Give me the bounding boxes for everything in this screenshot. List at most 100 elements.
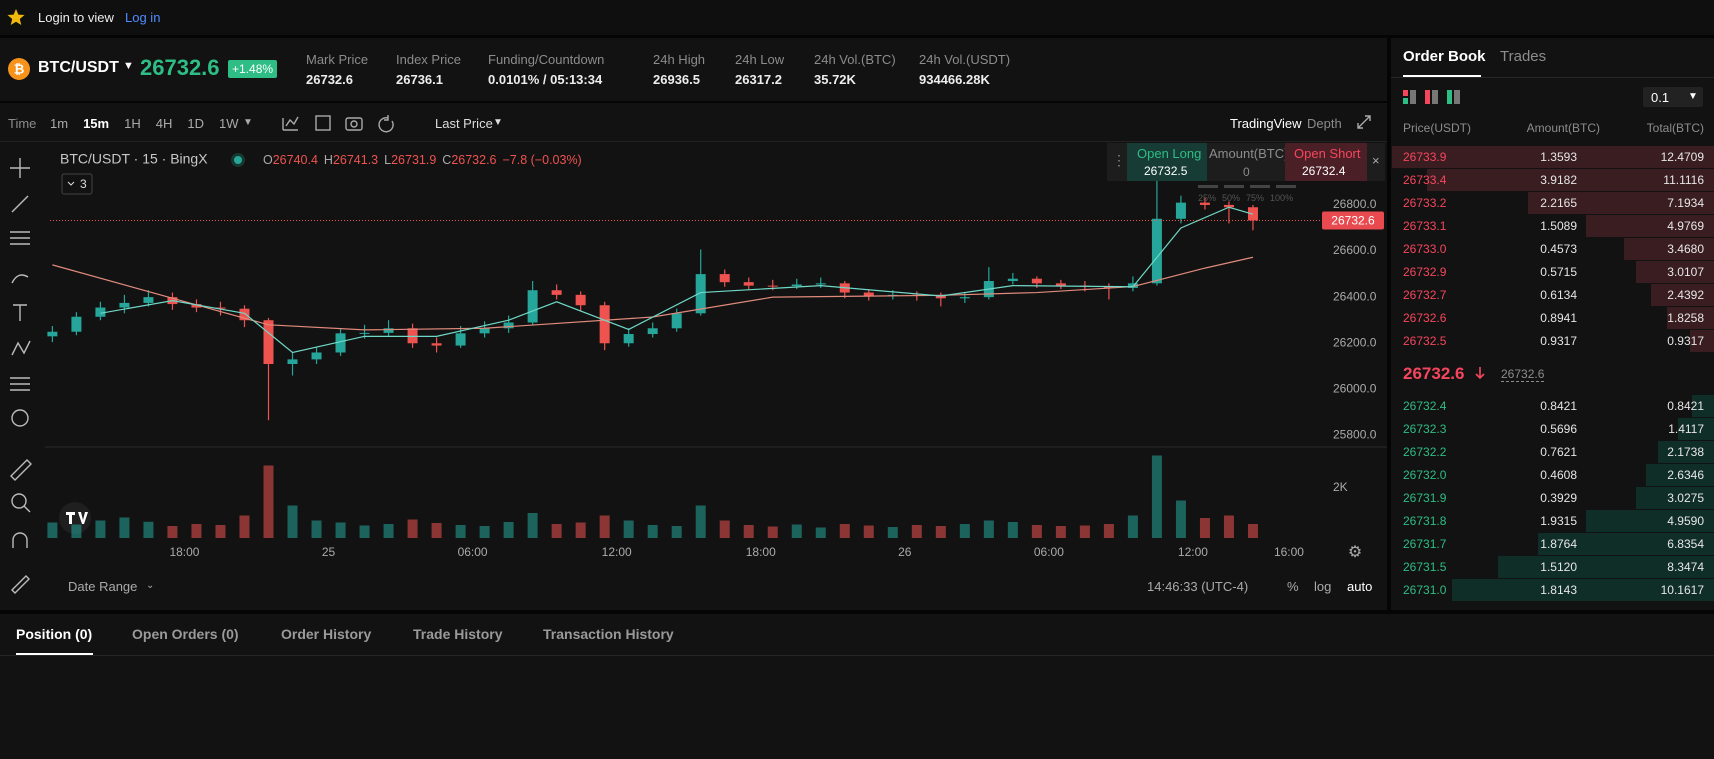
down-arrow — [1475, 367, 1485, 380]
volume-bar — [143, 521, 154, 538]
order-book-tab[interactable]: Order Book — [1403, 48, 1486, 65]
indicator-toggle[interactable] — [61, 173, 93, 195]
volume-bar — [479, 526, 490, 538]
book-price[interactable]: 26731.7 — [1403, 537, 1447, 551]
depth-bar — [1451, 579, 1714, 601]
volume-bar — [671, 526, 682, 538]
tab[interactable]: Position (0) — [16, 626, 93, 642]
book-price[interactable]: 26731.9 — [1403, 491, 1447, 505]
tab-divider — [1391, 77, 1714, 78]
precision-value[interactable]: 0.1 — [1651, 90, 1670, 105]
volume-bar — [911, 525, 922, 538]
indicator-count[interactable]: 3 — [80, 177, 87, 191]
volume-bar — [1223, 515, 1234, 538]
volume-bar — [839, 524, 850, 538]
book-price[interactable]: 26732.2 — [1403, 445, 1447, 459]
volume-bar — [935, 526, 946, 538]
pair[interactable]: BTC/USDT — [38, 59, 119, 76]
book-price[interactable]: 26731.0 — [1403, 583, 1447, 597]
book-price[interactable]: 26732.6 — [1403, 311, 1447, 325]
book-amount: 1.8143 — [1540, 583, 1577, 597]
candle-body — [1223, 204, 1234, 208]
interval[interactable]: 4H — [155, 116, 173, 131]
scale-log[interactable]: log — [1314, 579, 1332, 594]
volume-bar — [647, 525, 658, 538]
volume-bar — [1151, 455, 1162, 538]
candle-body — [551, 290, 562, 295]
interval[interactable]: 1D — [187, 116, 204, 131]
open-long[interactable] — [1127, 143, 1207, 181]
interval[interactable]: 1W — [218, 116, 239, 131]
volume-bar — [815, 527, 826, 538]
percent[interactable]: 75% — [1246, 193, 1265, 203]
book-price[interactable]: 26731.5 — [1403, 560, 1447, 574]
candle-body — [527, 290, 538, 323]
open-long-price[interactable]: 26732.5 — [1144, 164, 1188, 178]
stat-value: 26936.5 — [653, 72, 700, 87]
candle-body — [263, 320, 274, 365]
price-type-caret[interactable]: ▼ — [493, 117, 503, 128]
legend-value: 26731.9 — [391, 153, 436, 167]
candle-body — [1151, 218, 1162, 284]
col-total: Total(BTC) — [1646, 121, 1704, 135]
interval-more[interactable]: ▼ — [243, 117, 253, 128]
interval[interactable]: 1m — [50, 116, 69, 131]
tab-underline — [1403, 75, 1481, 77]
book-price[interactable]: 26732.7 — [1403, 288, 1447, 302]
candle-body — [215, 307, 226, 309]
settings-icon[interactable]: ⚙ — [1348, 544, 1362, 561]
expand-icon[interactable] — [1356, 114, 1372, 130]
candle-body — [479, 328, 490, 334]
tab[interactable]: Open Orders (0) — [132, 626, 239, 642]
tab[interactable]: Order History — [281, 626, 372, 642]
book-price[interactable]: 26732.3 — [1403, 422, 1447, 436]
login-link[interactable]: Log in — [125, 10, 161, 25]
tab[interactable]: Trade History — [413, 626, 503, 642]
book-price[interactable]: 26733.1 — [1403, 219, 1447, 233]
view-depth[interactable]: Depth — [1307, 116, 1342, 131]
amount-value[interactable]: 0 — [1243, 165, 1250, 179]
interval[interactable]: 15m — [83, 116, 110, 131]
book-price[interactable]: 26733.2 — [1403, 196, 1447, 210]
precision-select[interactable] — [1643, 87, 1703, 107]
book-price[interactable]: 26732.5 — [1403, 334, 1447, 348]
y-tick-label: 26600.0 — [1333, 243, 1377, 257]
open-short-price[interactable]: 26732.4 — [1302, 164, 1346, 178]
scale-percent[interactable]: % — [1287, 579, 1299, 594]
pair-dropdown[interactable]: ▼ — [123, 60, 134, 72]
book-price[interactable]: 26732.9 — [1403, 265, 1447, 279]
y-tick-label: 25800.0 — [1333, 428, 1377, 442]
candle-body — [71, 316, 82, 332]
percent[interactable]: 25% — [1198, 193, 1217, 203]
book-price[interactable]: 26733.0 — [1403, 242, 1447, 256]
book-total: 2.6346 — [1667, 468, 1704, 482]
price-type[interactable]: Last Price — [435, 116, 493, 131]
open-short-label[interactable]: Open Short — [1294, 146, 1361, 161]
open-short[interactable] — [1285, 143, 1367, 181]
tab[interactable]: Transaction History — [543, 626, 674, 642]
date-range[interactable]: Date Range — [68, 579, 138, 594]
book-amount: 0.4573 — [1540, 242, 1577, 256]
book-amount: 1.5089 — [1540, 219, 1577, 233]
indicator-chevron — [67, 181, 75, 186]
interval[interactable]: 1H — [124, 116, 141, 131]
percent[interactable]: 100% — [1270, 193, 1294, 203]
book-price[interactable]: 26732.0 — [1403, 468, 1447, 482]
book-price[interactable]: 26733.4 — [1403, 173, 1447, 187]
scale-auto[interactable]: auto — [1347, 579, 1373, 594]
precision-caret[interactable]: ▼ — [1688, 91, 1698, 102]
book-price[interactable]: 26733.9 — [1403, 150, 1447, 164]
open-long-label[interactable]: Open Long — [1137, 146, 1202, 161]
percent[interactable]: 50% — [1222, 193, 1241, 203]
book-price[interactable]: 26731.8 — [1403, 514, 1447, 528]
close-overlay[interactable]: × — [1372, 153, 1380, 168]
candle-body — [671, 313, 682, 329]
book-price[interactable]: 26732.4 — [1403, 399, 1447, 413]
view-tradingview[interactable]: TradingView — [1230, 116, 1302, 131]
date-range-caret[interactable]: ⌄ — [146, 580, 155, 591]
depth-bar — [1427, 169, 1714, 191]
trades-tab[interactable]: Trades — [1500, 48, 1547, 65]
status-dot — [234, 156, 242, 164]
book-total: 7.1934 — [1667, 196, 1704, 210]
volume-bar — [431, 523, 442, 538]
